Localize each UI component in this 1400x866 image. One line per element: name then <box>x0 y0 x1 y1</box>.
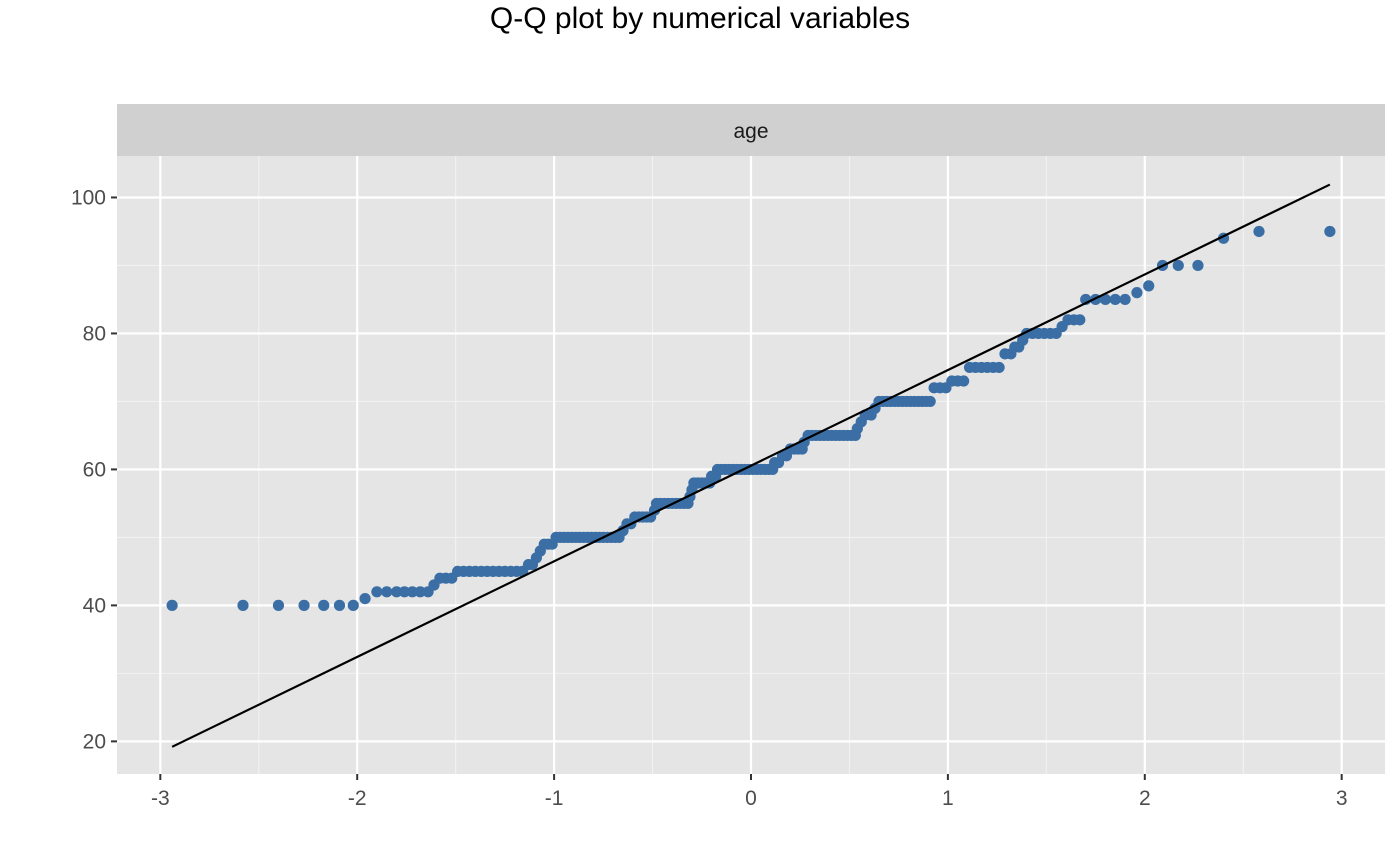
data-point <box>1253 225 1265 238</box>
data-point <box>1109 293 1121 306</box>
data-point <box>1192 259 1204 272</box>
data-point <box>298 599 310 611</box>
data-point <box>347 599 359 611</box>
x-tick-label: 1 <box>942 787 954 810</box>
data-point <box>1074 314 1086 326</box>
data-point <box>166 599 178 611</box>
data-point <box>390 586 403 598</box>
data-point <box>1119 293 1131 306</box>
x-tick-label: 2 <box>1139 787 1151 810</box>
data-point <box>1324 225 1336 238</box>
data-point <box>381 586 393 598</box>
data-point <box>333 599 346 611</box>
x-tick-label: 3 <box>1336 787 1348 810</box>
data-point <box>993 361 1005 374</box>
data-point <box>237 599 249 611</box>
data-point <box>318 599 330 611</box>
x-tick-label: -3 <box>151 787 170 810</box>
y-tick-label: 60 <box>83 458 106 481</box>
chart-title: Q-Q plot by numerical variables <box>489 2 911 35</box>
grid-major-lines <box>117 156 1385 774</box>
y-tick-label: 100 <box>71 186 106 209</box>
data-point <box>1099 293 1112 306</box>
data-point <box>1172 259 1184 272</box>
x-tick-label: -2 <box>348 787 367 810</box>
data-point <box>958 375 970 387</box>
x-axis: -3 -2 -1 0 1 2 3 <box>151 774 1348 810</box>
data-point <box>359 592 371 605</box>
data-point <box>272 599 285 611</box>
data-point <box>371 586 383 598</box>
facet-strip <box>117 104 1385 156</box>
facet-strip-label: age <box>733 120 768 143</box>
y-axis: 20 40 60 80 100 <box>71 186 117 753</box>
y-tick-label: 40 <box>83 594 106 617</box>
reference-line <box>171 183 1331 748</box>
data-point <box>1143 280 1155 292</box>
data-point <box>1131 287 1143 299</box>
data-point <box>398 586 411 598</box>
data-point <box>924 395 936 408</box>
data-point <box>406 586 418 598</box>
x-tick-label: 0 <box>745 787 757 810</box>
y-tick-label: 20 <box>83 730 106 753</box>
y-tick-label: 80 <box>83 322 106 345</box>
x-tick-label: -1 <box>545 787 564 810</box>
data-point <box>414 586 426 598</box>
